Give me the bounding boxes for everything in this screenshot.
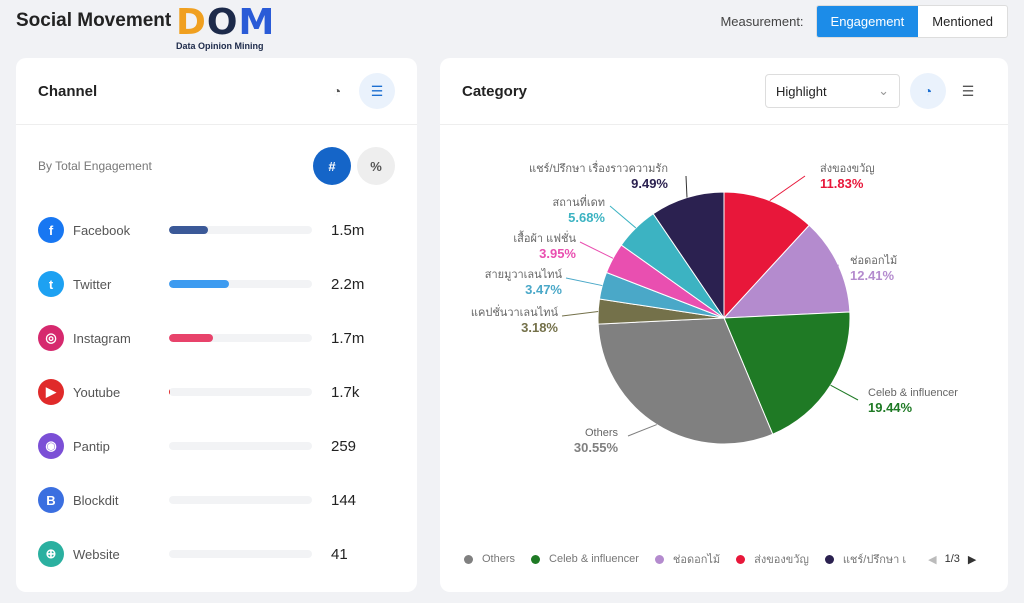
channel-row-pantip: ◉ Pantip 259: [16, 419, 417, 473]
channel-bar: [169, 442, 312, 450]
slice-label: สถานที่เดท: [553, 194, 605, 209]
instagram-icon: ◎: [38, 325, 64, 351]
slice-label: สายมูวาเลนไทน์: [485, 268, 563, 281]
website-icon: ⊕: [38, 541, 64, 567]
legend-item[interactable]: Celeb & influencer: [531, 550, 639, 568]
channel-row-twitter: t Twitter 2.2m: [16, 257, 417, 311]
pie-view-icon[interactable]: ◔: [332, 83, 342, 99]
channel-title: Channel: [38, 82, 98, 100]
slice-percent: 3.95%: [539, 246, 576, 261]
legend-page: 1/3: [944, 553, 960, 565]
label-leader-line: [579, 241, 614, 259]
category-card: Category Highlight ⌄ ◔ ☰ ส่งของขวัญ 11.83%…: [440, 58, 1008, 592]
measurement-control: Measurement: Engagement Mentioned: [720, 5, 1008, 38]
slice-label: Others: [585, 427, 619, 439]
legend-item[interactable]: ส่งของขวัญ: [736, 550, 809, 568]
slice-percent: 19.44%: [868, 400, 913, 415]
channel-card: Channel ◔ ☰ By Total Engagement # % f Fa…: [16, 58, 417, 592]
channel-value: 2.2m: [331, 275, 365, 293]
legend-item[interactable]: Others: [464, 550, 515, 568]
slice-percent: 12.41%: [850, 268, 895, 283]
channel-bar: [169, 388, 312, 396]
youtube-icon: ▶: [38, 379, 64, 405]
legend-item[interactable]: แชร์/ปรึกษา เ: [824, 550, 906, 568]
dom-logo: DOM Data Opinion Mining: [176, 2, 276, 52]
label-leader-line: [769, 175, 806, 202]
slice-label: เสื้อผ้า แฟชั่น: [513, 230, 576, 245]
channel-bar: [169, 334, 312, 342]
slice-percent: 3.47%: [525, 282, 562, 297]
percent-toggle[interactable]: %: [357, 147, 395, 185]
label-leader-line: [627, 424, 657, 437]
channel-name: Youtube: [73, 384, 121, 400]
channel-name: Instagram: [73, 330, 131, 346]
measurement-label: Measurement:: [720, 14, 804, 29]
slice-percent: 11.83%: [820, 176, 864, 191]
facebook-icon: f: [38, 217, 64, 243]
mentioned-button[interactable]: Mentioned: [932, 14, 993, 29]
channel-row-instagram: ◎ Instagram 1.7m: [16, 311, 417, 365]
channel-row-facebook: f Facebook 1.5m: [16, 203, 417, 257]
channel-value: 259: [331, 437, 357, 455]
channel-bar: [169, 496, 312, 504]
slice-label: ช่อดอกไม้: [850, 254, 897, 267]
twitter-icon: t: [38, 271, 64, 297]
pantip-icon: ◉: [38, 433, 64, 459]
channel-value: 41: [331, 545, 348, 563]
slice-label: Celeb & influencer: [868, 387, 958, 399]
channel-name: Blockdit: [73, 492, 119, 508]
pie-view-icon[interactable]: ◔: [910, 73, 946, 109]
channel-row-website: ⊕ Website 41: [16, 527, 417, 581]
channel-value: 1.7m: [331, 329, 365, 347]
category-pie-chart: ส่งของขวัญ11.83% ช่อดอกไม้12.41% Celeb & i…: [471, 160, 958, 455]
list-view-icon[interactable]: ☰: [359, 73, 395, 109]
by-label: By Total Engagement: [38, 159, 152, 173]
channel-bar: [169, 226, 312, 234]
slice-label: ส่งของขวัญ: [820, 163, 875, 175]
channel-name: Twitter: [73, 276, 112, 292]
channel-bar: [169, 280, 312, 288]
slice-label: แชร์/ปรึกษา เรื่องราวความรัก: [529, 160, 668, 175]
blockdit-icon: B: [38, 487, 64, 513]
pie-slice[interactable]: [723, 311, 851, 435]
prev-page-icon[interactable]: ◀: [928, 553, 937, 566]
slice-percent: 9.49%: [631, 176, 668, 191]
label-leader-line: [561, 311, 599, 317]
pie-slice[interactable]: [652, 191, 725, 320]
label-leader-line: [685, 175, 688, 198]
engagement-button[interactable]: Engagement: [816, 6, 919, 37]
label-leader-line: [565, 277, 603, 287]
slice-percent: 3.18%: [521, 320, 558, 335]
label-leader-line: [830, 384, 859, 401]
channel-name: Pantip: [73, 438, 110, 454]
channel-value: 1.7k: [331, 383, 360, 401]
channel-bar: [169, 550, 312, 558]
next-page-icon[interactable]: ▶: [967, 553, 977, 566]
slice-label: แคปชั่นวาเลนไทน์: [471, 304, 559, 319]
list-view-icon[interactable]: ☰: [961, 82, 975, 99]
channel-value: 1.5m: [331, 221, 365, 239]
slice-percent: 5.68%: [568, 210, 605, 225]
legend-item[interactable]: ช่อดอกไม้: [654, 550, 720, 568]
page-title: Social Movement: [16, 10, 172, 31]
channel-name: Facebook: [73, 222, 131, 238]
channel-value: 144: [331, 491, 357, 509]
category-title: Category: [462, 82, 528, 100]
channel-row-youtube: ▶ Youtube 1.7k: [16, 365, 417, 419]
label-leader-line: [609, 205, 637, 229]
channel-row-blockdit: B Blockdit 144: [16, 473, 417, 527]
pie-slice[interactable]: [723, 191, 810, 320]
chart-legend: Others Celeb & influencer ช่อดอกไม้ ส่งของข…: [464, 550, 976, 568]
channel-name: Website: [73, 546, 120, 562]
highlight-select[interactable]: Highlight ⌄: [765, 74, 900, 108]
count-toggle[interactable]: #: [313, 147, 351, 185]
slice-percent: 30.55%: [574, 440, 619, 455]
chevron-down-icon: ⌄: [878, 83, 889, 98]
